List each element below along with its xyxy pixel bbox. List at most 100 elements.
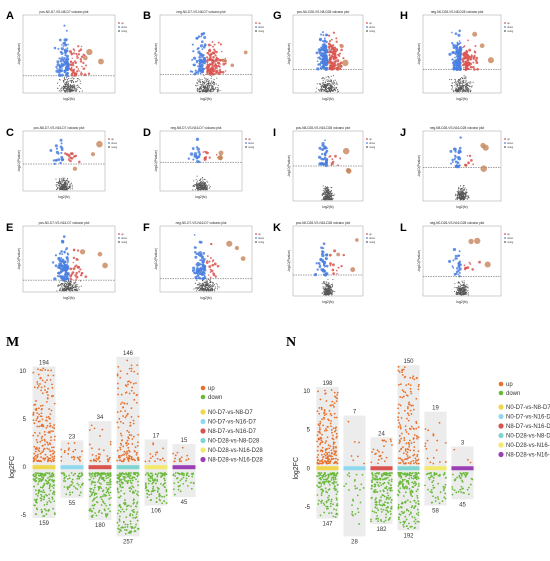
point-nosig [66,80,68,82]
point-up [119,442,122,445]
point-nosig [214,286,216,288]
point-nosig [74,281,76,283]
point-nosig [63,186,65,188]
point-up [328,253,332,257]
point-down [90,476,93,478]
point-nosig [465,81,467,83]
point-up [39,376,42,379]
point-down [321,55,325,58]
point-up [464,163,467,167]
point-nosig [337,89,339,91]
point-up [119,448,122,451]
point-up [106,455,109,457]
point-nosig [329,80,331,82]
point-up [47,394,49,396]
point-nosig [461,86,463,89]
legend-marker-up [255,233,257,235]
point-nosig [324,288,327,290]
point-down [46,482,49,485]
point-nosig [59,184,61,186]
point-nosig [203,188,205,190]
point-up [41,418,44,421]
point-nosig [209,82,211,84]
point-nosig [325,188,327,190]
point-up [209,53,213,56]
point-nosig [323,294,325,296]
point-down [202,54,205,57]
point-up [32,419,35,422]
point-nosig [60,88,62,90]
point-nosig [462,290,464,292]
point-nosig [60,183,62,185]
point-down [60,158,63,161]
point-down [199,254,201,257]
point-nosig [459,286,461,288]
point-up [36,455,39,458]
point-down [452,64,456,68]
volcano-title: pos-N0-D7-VS-N16-D7 volcano plot [39,221,90,225]
point-nosig [330,86,332,88]
point-nosig [457,194,459,196]
point-nosig [213,289,215,291]
point-down [321,48,325,52]
point-nosig [452,87,454,89]
point-down [117,509,120,512]
point-nosig [198,286,200,289]
point-up [332,64,336,68]
point-nosig [464,78,466,80]
point-nosig [316,83,318,85]
point-nosig [451,79,453,81]
point-down [42,475,45,478]
point-nosig [65,283,68,285]
point-down [57,275,60,278]
point-nosig [57,186,59,188]
point-nosig [462,192,464,194]
point-down [135,513,138,516]
point-nosig [459,80,461,82]
point-up [74,72,78,75]
point-down [53,479,56,482]
legend-label-down: down [507,25,514,29]
point-nosig [67,81,69,83]
point-down [189,70,193,73]
point-down [69,493,71,496]
point-nosig [455,88,457,91]
point-up [98,460,101,463]
point-up [81,65,83,68]
point-nosig [318,83,320,85]
point-down [96,474,99,477]
point-up [209,64,211,66]
point-nosig [202,185,204,187]
point-nosig [462,292,464,294]
point-down [203,273,206,277]
point-up [132,382,135,385]
point-up [128,449,130,452]
point-up [216,264,220,268]
point-nosig [325,88,327,90]
point-up [131,386,134,389]
point-down [125,508,128,511]
point-up [97,453,100,455]
point-nosig [460,85,462,87]
point-nosig [74,89,76,91]
point-down [457,273,460,276]
point-nosig [331,199,333,201]
point-up [78,270,81,273]
point-nosig [205,280,207,282]
point-nosig [63,179,65,181]
point-up [69,159,72,163]
legend-marker-down [366,26,368,28]
point-nosig [463,292,465,294]
point-down [318,56,321,59]
point-nosig [458,285,460,287]
point-down [59,59,63,63]
point-nosig [78,79,80,81]
point-down [91,504,94,507]
point-up [224,57,227,60]
point-up [37,434,39,437]
point-nosig [464,287,466,289]
point-nosig [198,188,200,190]
